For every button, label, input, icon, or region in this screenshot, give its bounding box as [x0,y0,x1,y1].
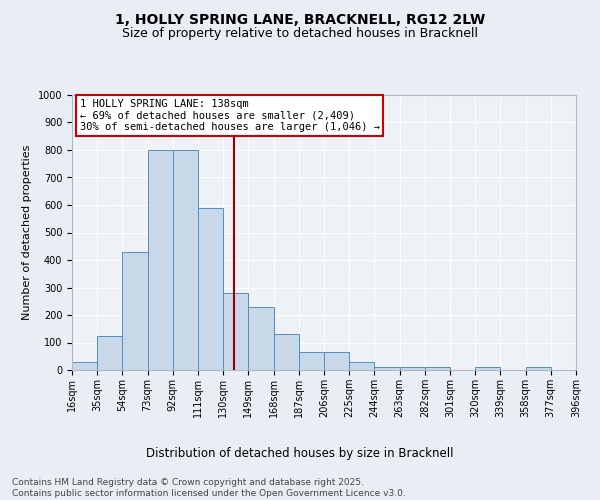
Bar [299,352,324,370]
Y-axis label: Number of detached properties: Number of detached properties [22,145,32,320]
Text: Distribution of detached houses by size in Bracknell: Distribution of detached houses by size … [146,448,454,460]
Bar [72,362,97,370]
Bar [148,150,173,370]
Bar [173,150,198,370]
Bar [97,336,122,370]
Bar [223,293,248,370]
Text: 1, HOLLY SPRING LANE, BRACKNELL, RG12 2LW: 1, HOLLY SPRING LANE, BRACKNELL, RG12 2L… [115,12,485,26]
Bar [122,252,148,370]
Bar [526,367,551,370]
Bar [248,306,274,370]
Bar [425,367,450,370]
Bar [475,367,500,370]
Bar [374,367,400,370]
Bar [198,208,223,370]
Bar [400,367,425,370]
Text: Contains HM Land Registry data © Crown copyright and database right 2025.
Contai: Contains HM Land Registry data © Crown c… [12,478,406,498]
Bar [324,352,349,370]
Bar [274,334,299,370]
Text: 1 HOLLY SPRING LANE: 138sqm
← 69% of detached houses are smaller (2,409)
30% of : 1 HOLLY SPRING LANE: 138sqm ← 69% of det… [80,99,380,132]
Text: Size of property relative to detached houses in Bracknell: Size of property relative to detached ho… [122,28,478,40]
Bar [349,362,374,370]
